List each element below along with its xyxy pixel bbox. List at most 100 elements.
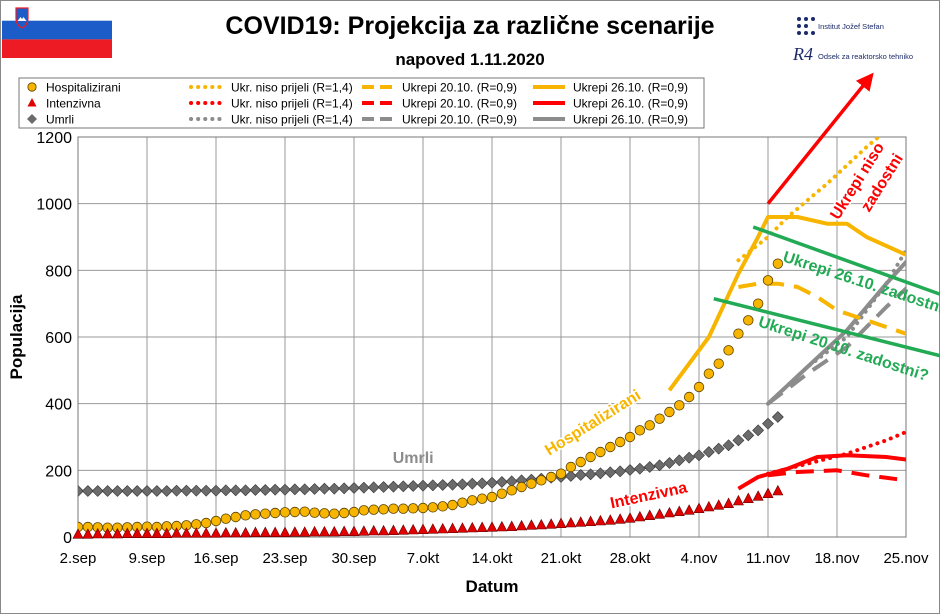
point-icu — [506, 520, 518, 531]
point-icu — [673, 505, 685, 516]
point-hosp — [368, 504, 379, 515]
legend-entry-label: Ukr. niso prijeli (R=1,4) — [231, 81, 353, 95]
point-deaths — [180, 484, 193, 497]
point-deaths — [397, 480, 410, 493]
department-name: Odsek za reaktorsko tehniko — [818, 52, 914, 61]
point-icu — [348, 525, 360, 536]
series-hosp-r14 — [736, 137, 882, 263]
legend-entry-label: Ukr. niso prijeli (R=1,4) — [231, 113, 353, 127]
point-deaths — [328, 482, 341, 495]
point-deaths — [495, 476, 508, 488]
point-icu — [328, 525, 340, 537]
point-deaths — [436, 479, 449, 491]
point-icu — [447, 522, 459, 533]
point-icu — [180, 527, 192, 538]
point-deaths — [624, 464, 636, 476]
point-icu — [151, 527, 163, 538]
point-icu — [92, 527, 104, 539]
point-deaths — [298, 483, 311, 496]
point-deaths — [426, 479, 439, 492]
point-icu — [368, 524, 380, 536]
point-deaths — [486, 476, 498, 489]
series-deaths-2610 — [766, 259, 906, 406]
point-hosp — [279, 507, 291, 518]
point-icu — [141, 527, 153, 538]
point-hosp — [743, 315, 754, 326]
point-hosp — [545, 471, 557, 483]
series-hosp-2610 — [667, 215, 906, 392]
point-deaths — [614, 465, 627, 478]
x-tick-label: 2.sep — [60, 550, 97, 567]
point-hosp — [683, 391, 695, 403]
legend-entry-label: Ukrepi 26.10. (R=0,9) — [573, 81, 688, 95]
point-hosp — [644, 420, 655, 431]
point-hosp — [250, 509, 261, 520]
point-hosp — [230, 511, 241, 523]
point-hosp — [467, 495, 478, 506]
point-deaths — [456, 478, 469, 491]
point-icu — [713, 499, 725, 510]
point-icu — [230, 526, 242, 538]
plot-series — [78, 137, 906, 533]
point-hosp — [388, 503, 399, 514]
point-hosp — [575, 456, 586, 468]
point-icu — [111, 527, 123, 539]
point-icu — [417, 523, 429, 534]
point-icu — [742, 492, 754, 503]
point-icu — [279, 526, 291, 537]
point-icu — [496, 520, 508, 532]
y-tick-label: 1000 — [36, 197, 72, 214]
point-icu — [555, 517, 567, 528]
point-deaths — [91, 485, 104, 497]
point-deaths — [357, 481, 370, 494]
point-icu — [437, 522, 449, 534]
point-icu — [397, 524, 409, 535]
point-deaths — [78, 485, 84, 497]
point-hosp — [398, 503, 409, 514]
point-hosp — [752, 298, 764, 309]
series-deaths-2010 — [766, 285, 906, 406]
point-icu — [752, 490, 764, 501]
point-hosp — [565, 461, 577, 473]
point-deaths — [288, 483, 301, 496]
point-icu — [575, 516, 587, 527]
plot-area — [77, 136, 907, 538]
legend-marker-hosp — [27, 82, 37, 92]
point-hosp — [329, 508, 340, 519]
point-deaths — [377, 481, 390, 493]
point-hosp — [299, 506, 310, 517]
point-icu — [545, 518, 557, 529]
point-icu — [190, 527, 202, 538]
point-deaths — [259, 484, 272, 496]
point-hosp — [260, 508, 271, 519]
legend-entry-label: Ukrepi 20.10. (R=0,9) — [402, 81, 517, 95]
point-deaths — [633, 462, 646, 475]
point-deaths — [673, 454, 686, 467]
point-icu — [723, 497, 735, 508]
point-icu — [338, 525, 350, 536]
point-icu — [387, 524, 399, 535]
point-icu — [663, 506, 675, 518]
point-deaths — [387, 480, 400, 493]
x-tick-label: 11.nov — [746, 550, 790, 567]
point-icu — [289, 526, 301, 537]
x-tick-label: 21.okt — [541, 550, 583, 567]
point-deaths — [318, 482, 331, 495]
legend-marker-icu — [27, 98, 37, 107]
point-hosp — [614, 436, 626, 448]
point-hosp — [338, 507, 350, 519]
point-icu — [269, 526, 281, 537]
point-deaths — [190, 484, 203, 497]
point-hosp — [703, 368, 715, 379]
point-icu — [240, 526, 252, 538]
point-hosp — [664, 406, 675, 418]
point-deaths — [269, 483, 282, 496]
annotation-label: Hospitalizirani — [542, 387, 644, 459]
point-hosp — [476, 493, 488, 504]
point-hosp — [634, 425, 646, 436]
point-deaths — [604, 466, 617, 479]
legend-box — [18, 77, 705, 129]
point-icu — [762, 487, 774, 498]
point-icu — [585, 515, 597, 526]
